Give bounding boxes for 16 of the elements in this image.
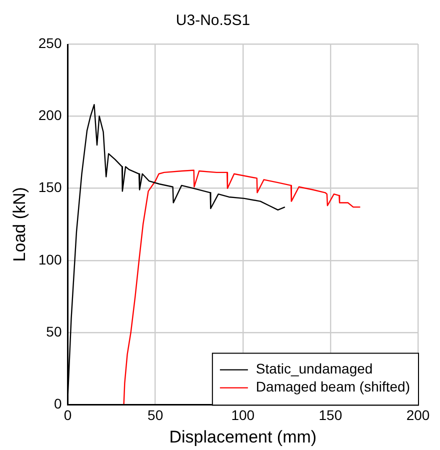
y-tick-label: 0 [54,396,62,412]
y-tick-label: 200 [38,107,62,124]
y-tick-label: 150 [38,179,62,196]
y-tick-label: 100 [38,251,62,268]
x-tick-label: 150 [318,407,342,424]
y-tick-label: 250 [38,34,62,51]
y-tick-label: 50 [46,324,62,340]
x-tick-label: 0 [64,407,72,424]
x-tick-label: 200 [406,407,430,424]
x-tick-label: 50 [148,407,164,424]
x-tick-label: 100 [231,407,255,424]
y-axis-title: Load (kN) [10,187,29,262]
x-axis-title: Displacement (mm) [169,427,317,446]
legend-label: Static_undamaged [256,360,373,377]
chart-title: U3-No.5S1 [176,12,250,30]
legend-label: Damaged beam (shifted) [256,378,410,395]
